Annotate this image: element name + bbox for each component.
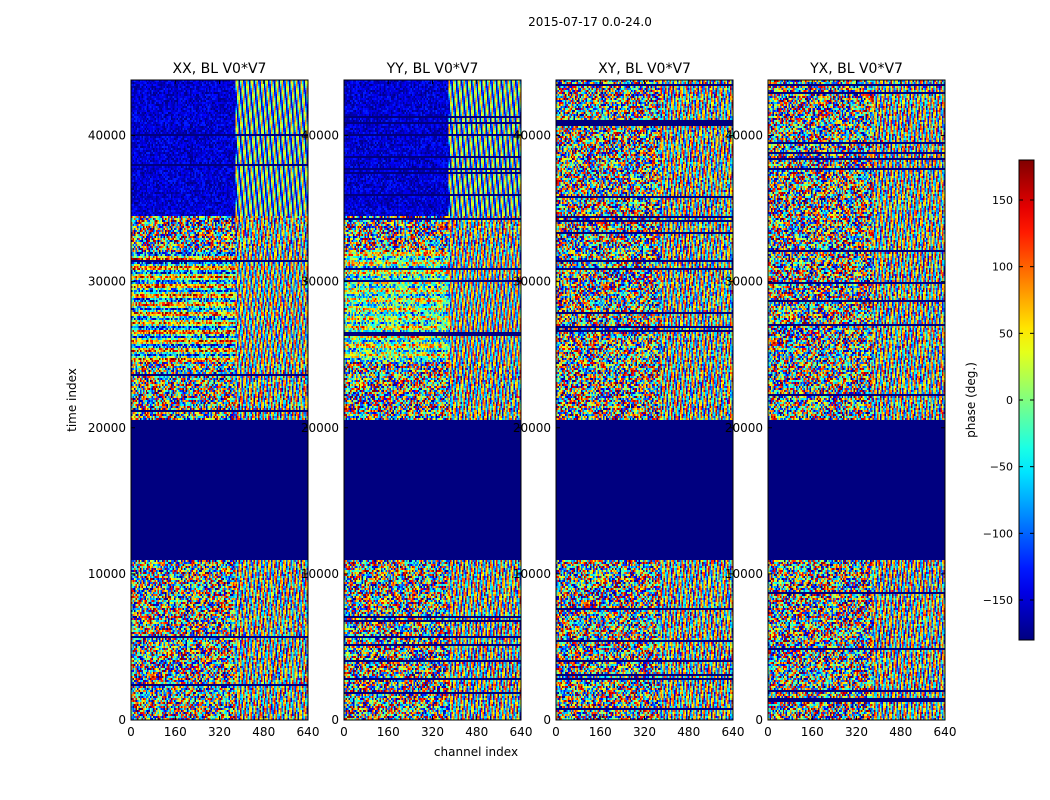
y-tick-label: 0 [755,713,763,727]
y-tick-label: 20000 [513,421,551,435]
x-tick-label: 320 [208,725,231,739]
x-tick-label: 320 [421,725,444,739]
y-tick-label: 40000 [88,129,126,143]
heatmap-image [131,80,308,720]
colorbar-tick-label: 50 [999,327,1013,340]
y-tick-label: 40000 [301,129,339,143]
panel-title: YY, BL V0*V7 [386,61,479,77]
colorbar-tick-label: 150 [992,194,1013,207]
y-tick-label: 20000 [301,421,339,435]
y-tick-label: 10000 [513,567,551,581]
x-tick-label: 480 [252,725,275,739]
colorbar-tick-label: −150 [983,594,1013,607]
x-tick-label: 320 [845,725,868,739]
x-tick-label: 480 [889,725,912,739]
colorbar: −150 −100 −50 0 50 100 150 [983,159,1035,641]
figure-title: 2015-07-17 0.0-24.0 [528,15,652,29]
y-tick-label: 0 [118,713,126,727]
y-tick-label: 10000 [725,567,763,581]
heatmap-image [768,80,945,720]
x-tick-label: 640 [510,725,533,739]
y-tick-label: 10000 [88,567,126,581]
heatmap-image [344,80,521,720]
y-tick-label: 10000 [301,567,339,581]
y-tick-label: 0 [331,713,339,727]
x-tick-label: 160 [589,725,612,739]
panel-title: XY, BL V0*V7 [598,61,691,77]
panel-title: XX, BL V0*V7 [173,61,267,77]
panel-xx: XX, BL V0*V7 0 160 320 480 640 0 10000 20000 3000… [88,61,320,739]
y-tick-label: 40000 [725,129,763,143]
colorbar-tick-label: 100 [992,261,1013,274]
x-tick-label: 160 [164,725,187,739]
y-tick-label: 40000 [513,129,551,143]
x-tick-label: 320 [633,725,656,739]
y-tick-label: 30000 [725,275,763,289]
x-tick-label: 160 [801,725,824,739]
y-tick-label: 30000 [88,275,126,289]
x-tick-label: 0 [340,725,348,739]
panel-yx: YX, BL V0*V7 0 160 320 480 640 0 10000 20000 3000… [725,61,957,739]
x-tick-label: 0 [764,725,772,739]
y-tick-label: 20000 [88,421,126,435]
colorbar-tick-label: −50 [990,461,1013,474]
x-tick-label: 480 [465,725,488,739]
y-axis-label: time index [65,368,79,432]
heatmap-image [556,80,733,720]
panel-xy: XY, BL V0*V7 0 160 320 480 640 0 10000 20000 3000… [513,61,745,739]
colorbar-tick-label: 0 [1006,394,1013,407]
y-tick-label: 30000 [513,275,551,289]
x-tick-label: 640 [297,725,320,739]
panels-group: XX, BL V0*V7 0 160 320 480 640 0 10000 20000 3000… [88,61,957,739]
x-tick-label: 0 [552,725,560,739]
x-tick-label: 480 [677,725,700,739]
colorbar-label: phase (deg.) [964,362,978,438]
x-tick-label: 640 [934,725,957,739]
x-tick-label: 640 [722,725,745,739]
panel-title: YX, BL V0*V7 [809,61,903,77]
colorbar-tick-label: −100 [983,527,1013,540]
y-tick-label: 30000 [301,275,339,289]
x-axis-label: channel index [434,745,518,759]
x-tick-label: 0 [127,725,135,739]
x-tick-label: 160 [377,725,400,739]
y-tick-label: 20000 [725,421,763,435]
y-tick-label: 0 [543,713,551,727]
panel-yy: YY, BL V0*V7 0 160 320 480 640 0 10000 20000 3000… [301,61,533,739]
